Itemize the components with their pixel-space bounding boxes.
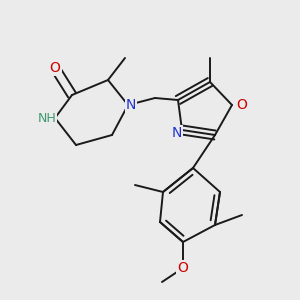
Text: NH: NH	[38, 112, 56, 124]
Text: N: N	[172, 126, 182, 140]
Text: O: O	[178, 261, 188, 275]
Text: O: O	[237, 98, 248, 112]
Text: O: O	[50, 61, 60, 75]
Text: N: N	[126, 98, 136, 112]
